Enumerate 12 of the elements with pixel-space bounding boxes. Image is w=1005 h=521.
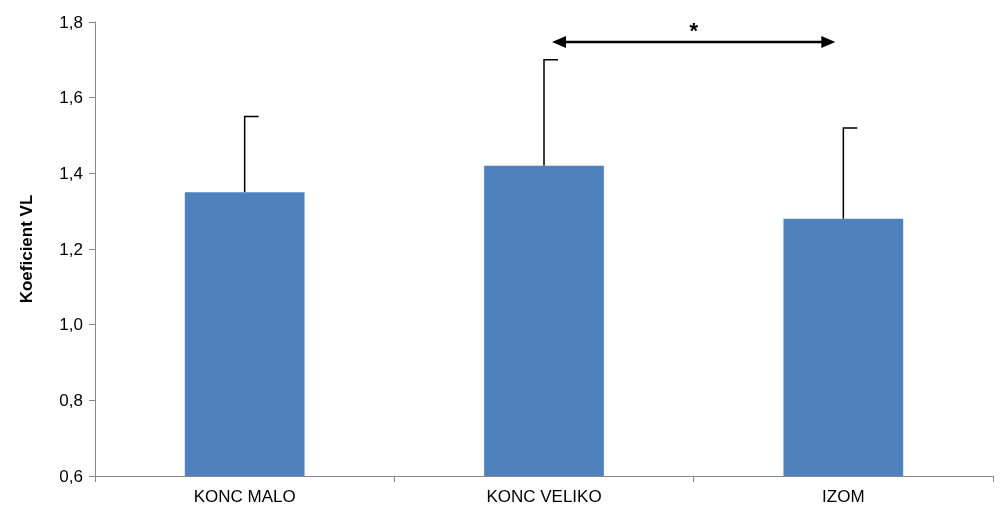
x-tick-label: IZOM <box>822 487 865 506</box>
y-tick-label: 0,6 <box>59 466 83 486</box>
annotation: * <box>689 18 699 43</box>
y-tick-label: 1,2 <box>59 239 83 259</box>
x-tick-label: KONC VELIKO <box>486 487 602 506</box>
x-tick-label: KONC MALO <box>193 487 296 506</box>
y-tick-label: 1,4 <box>59 163 83 183</box>
y-tick-label: 0,8 <box>59 390 83 410</box>
y-tick-label: 1,8 <box>59 12 83 32</box>
y-tick-label: 1,6 <box>59 88 83 108</box>
y-tick-label: 1,0 <box>59 315 83 335</box>
y-axis-title: Koeficient VL <box>17 194 36 304</box>
